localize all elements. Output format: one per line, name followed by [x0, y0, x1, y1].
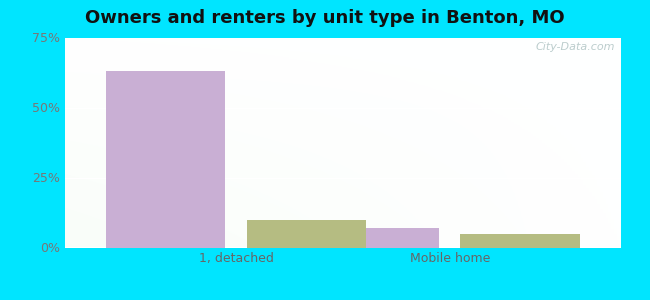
Text: City-Data.com: City-Data.com	[536, 42, 615, 52]
Legend: Owner occupied units, Renter occupied units: Owner occupied units, Renter occupied un…	[165, 298, 521, 300]
Bar	[460, 233, 580, 248]
Bar	[105, 71, 226, 247]
Text: Owners and renters by unit type in Benton, MO: Owners and renters by unit type in Bento…	[85, 9, 565, 27]
Bar	[247, 220, 367, 248]
Bar	[319, 228, 439, 248]
